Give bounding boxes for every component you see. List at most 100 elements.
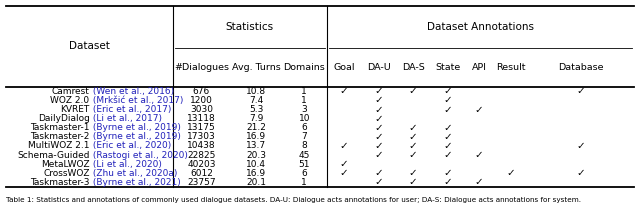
Text: ✓: ✓ — [475, 150, 484, 160]
Text: ✓: ✓ — [444, 123, 452, 133]
Text: (Rastogi et al., 2020): (Rastogi et al., 2020) — [90, 150, 188, 160]
Text: Schema-Guided: Schema-Guided — [17, 150, 90, 160]
Text: 7.9: 7.9 — [249, 114, 263, 123]
Text: 7.4: 7.4 — [249, 96, 263, 105]
Text: 20.1: 20.1 — [246, 178, 266, 187]
Text: 1: 1 — [301, 96, 307, 105]
Text: 3030: 3030 — [190, 105, 213, 114]
Text: 5.3: 5.3 — [249, 105, 263, 114]
Text: ✓: ✓ — [475, 104, 484, 115]
Text: Domains: Domains — [284, 63, 325, 72]
Text: Statistics: Statistics — [226, 22, 274, 32]
Text: Taskmaster-2: Taskmaster-2 — [30, 132, 90, 141]
Text: WOZ 2.0: WOZ 2.0 — [51, 96, 90, 105]
Text: ✓: ✓ — [374, 132, 383, 142]
Text: ✓: ✓ — [444, 150, 452, 160]
Text: (Li et al., 2017): (Li et al., 2017) — [90, 114, 161, 123]
Text: 13118: 13118 — [187, 114, 216, 123]
Text: 21.2: 21.2 — [246, 123, 266, 132]
Text: 16.9: 16.9 — [246, 169, 266, 178]
Text: #Dialogues: #Dialogues — [174, 63, 229, 72]
Text: (Byrne et al., 2019): (Byrne et al., 2019) — [90, 123, 180, 132]
Text: MultiWOZ 2.1: MultiWOZ 2.1 — [28, 141, 90, 150]
Text: 1: 1 — [301, 87, 307, 96]
Text: 45: 45 — [299, 150, 310, 160]
Text: 17303: 17303 — [187, 132, 216, 141]
Text: ✓: ✓ — [409, 86, 417, 96]
Text: ✓: ✓ — [409, 141, 417, 151]
Text: ✓: ✓ — [444, 95, 452, 105]
Text: 20.3: 20.3 — [246, 150, 266, 160]
Text: ✓: ✓ — [340, 86, 349, 96]
Text: 10: 10 — [299, 114, 310, 123]
Text: 6: 6 — [301, 123, 307, 132]
Text: 51: 51 — [299, 160, 310, 169]
Text: (Byrne et al., 2019): (Byrne et al., 2019) — [90, 132, 180, 141]
Text: ✓: ✓ — [374, 150, 383, 160]
Text: 22825: 22825 — [188, 150, 216, 160]
Text: ✓: ✓ — [409, 123, 417, 133]
Text: ✓: ✓ — [374, 168, 383, 178]
Text: 6012: 6012 — [190, 169, 213, 178]
Text: 23757: 23757 — [187, 178, 216, 187]
Text: ✓: ✓ — [374, 95, 383, 105]
Text: 13175: 13175 — [187, 123, 216, 132]
Text: ✓: ✓ — [409, 168, 417, 178]
Text: ✓: ✓ — [374, 86, 383, 96]
Text: ✓: ✓ — [507, 168, 515, 178]
Text: State: State — [435, 63, 460, 72]
Text: KVRET: KVRET — [60, 105, 90, 114]
Text: (Eric et al., 2020): (Eric et al., 2020) — [90, 141, 171, 150]
Text: DailyDialog: DailyDialog — [38, 114, 90, 123]
Text: (Mrkšić et al., 2017): (Mrkšić et al., 2017) — [90, 96, 183, 105]
Text: API: API — [472, 63, 487, 72]
Text: Dataset Annotations: Dataset Annotations — [427, 22, 534, 32]
Text: (Wen et al., 2016): (Wen et al., 2016) — [90, 87, 173, 96]
Text: ✓: ✓ — [444, 168, 452, 178]
Text: 1: 1 — [301, 178, 307, 187]
Text: ✓: ✓ — [374, 123, 383, 133]
Text: ✓: ✓ — [444, 104, 452, 115]
Text: Result: Result — [496, 63, 525, 72]
Text: Table 1: Statistics and annotations of commonly used dialogue datasets. DA-U: Di: Table 1: Statistics and annotations of c… — [6, 197, 581, 203]
Text: ✓: ✓ — [409, 150, 417, 160]
Text: (Eric et al., 2017): (Eric et al., 2017) — [90, 105, 171, 114]
Text: ✓: ✓ — [409, 177, 417, 187]
Text: ✓: ✓ — [340, 159, 349, 169]
Text: 7: 7 — [301, 132, 307, 141]
Text: Taskmaster-3: Taskmaster-3 — [30, 178, 90, 187]
Text: ✓: ✓ — [340, 168, 349, 178]
Text: ✓: ✓ — [444, 177, 452, 187]
Text: 40203: 40203 — [188, 160, 216, 169]
Text: 6: 6 — [301, 169, 307, 178]
Text: 10438: 10438 — [187, 141, 216, 150]
Text: 1200: 1200 — [190, 96, 213, 105]
Text: Avg. Turns: Avg. Turns — [232, 63, 280, 72]
Text: (Li et al., 2020): (Li et al., 2020) — [90, 160, 161, 169]
Text: 16.9: 16.9 — [246, 132, 266, 141]
Text: CrossWOZ: CrossWOZ — [43, 169, 90, 178]
Text: 8: 8 — [301, 141, 307, 150]
Text: ✓: ✓ — [577, 86, 586, 96]
Text: ✓: ✓ — [475, 177, 484, 187]
Text: ✓: ✓ — [577, 168, 586, 178]
Text: Goal: Goal — [333, 63, 355, 72]
Text: 10.4: 10.4 — [246, 160, 266, 169]
Text: 676: 676 — [193, 87, 210, 96]
Text: ✓: ✓ — [374, 104, 383, 115]
Text: Dataset: Dataset — [69, 41, 110, 51]
Text: ✓: ✓ — [374, 114, 383, 124]
Text: (Byrne et al., 2021): (Byrne et al., 2021) — [90, 178, 180, 187]
Text: ✓: ✓ — [444, 141, 452, 151]
Text: Database: Database — [558, 63, 604, 72]
Text: ✓: ✓ — [577, 141, 586, 151]
Text: 3: 3 — [301, 105, 307, 114]
Text: ✓: ✓ — [340, 141, 349, 151]
Text: MetaLWOZ: MetaLWOZ — [41, 160, 90, 169]
Text: ✓: ✓ — [409, 132, 417, 142]
Text: ✓: ✓ — [444, 86, 452, 96]
Text: 10.8: 10.8 — [246, 87, 266, 96]
Text: (Zhu et al., 2020a): (Zhu et al., 2020a) — [90, 169, 177, 178]
Text: DA-S: DA-S — [402, 63, 424, 72]
Text: ✓: ✓ — [374, 177, 383, 187]
